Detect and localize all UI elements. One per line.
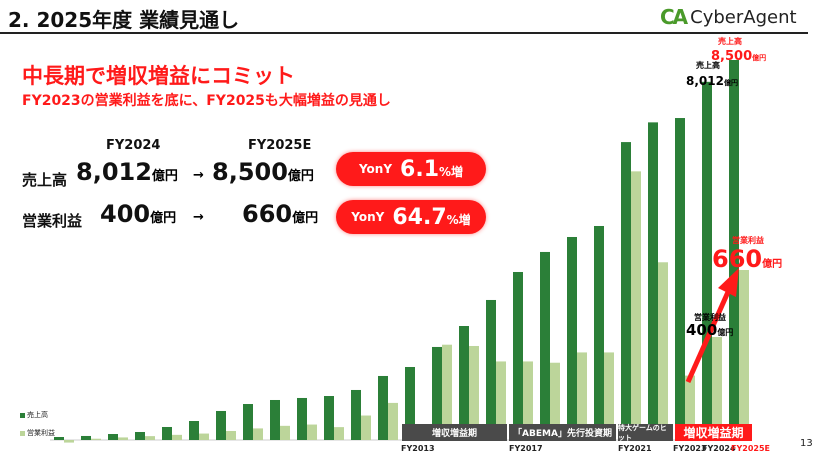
op-profit-bar bbox=[253, 428, 263, 440]
sales-bar bbox=[459, 326, 469, 440]
sales-bar bbox=[351, 389, 361, 440]
col-fy2025e: FY2025E bbox=[248, 138, 312, 153]
op-fy2024: 400億円 bbox=[100, 200, 177, 228]
sales-bar bbox=[702, 81, 712, 440]
op-profit-bar bbox=[307, 424, 317, 440]
op-profit-bar bbox=[145, 436, 155, 440]
op-profit-bar bbox=[496, 361, 506, 440]
op25-label: 営業利益 bbox=[732, 236, 764, 245]
op-profit-bar bbox=[469, 345, 479, 440]
sales-bar bbox=[297, 397, 307, 440]
op24-value: 400億円 bbox=[686, 321, 734, 339]
sales24-label: 売上高 bbox=[696, 61, 720, 70]
x-tick-label: FY2017 bbox=[509, 444, 543, 453]
sales-bar bbox=[648, 122, 658, 440]
arrow: → bbox=[193, 168, 204, 183]
sales-fy2025e: 8,500億円 bbox=[212, 158, 314, 186]
x-tick-label: FY2023 bbox=[673, 444, 707, 453]
x-tick-label: FY2024 bbox=[702, 444, 736, 453]
period-band: 「ABEMA」先行投資期 bbox=[509, 424, 616, 441]
sales25-value: 8,500億円 bbox=[711, 49, 767, 64]
op-profit-bar bbox=[604, 352, 614, 440]
sales-bar bbox=[324, 396, 334, 440]
sales-bar bbox=[162, 426, 172, 440]
sales24-value: 8,012億円 bbox=[686, 74, 738, 88]
op-yoy-badge: YonY 64.7%増 bbox=[336, 200, 486, 234]
x-tick-label: FY2025E bbox=[731, 444, 770, 453]
sales-bar bbox=[432, 346, 442, 440]
x-tick-label: FY2021 bbox=[618, 444, 652, 453]
col-fy2024: FY2024 bbox=[106, 138, 161, 153]
logo-mark: CA bbox=[660, 5, 688, 29]
page-title: 2. 2025年度 業績見通し bbox=[8, 8, 240, 32]
op-profit-bar bbox=[577, 352, 587, 440]
sales25-label: 売上高 bbox=[718, 37, 742, 46]
sales-bar bbox=[486, 299, 496, 440]
op-profit-bar bbox=[199, 433, 209, 440]
sales-bar bbox=[216, 410, 226, 440]
op-profit-bar bbox=[226, 430, 236, 440]
op-fy2025e: 660億円 bbox=[242, 200, 319, 228]
sales-bar bbox=[594, 225, 604, 440]
sales-bar bbox=[405, 366, 415, 440]
logo-text: CyberAgent bbox=[690, 6, 797, 28]
op24-label: 営業利益 bbox=[694, 313, 726, 322]
legend-sales: 売上高 bbox=[20, 410, 48, 420]
sales-bar bbox=[513, 271, 523, 440]
op-profit-bar bbox=[658, 262, 668, 440]
op-profit-bar bbox=[361, 415, 371, 440]
sales-bar bbox=[621, 142, 631, 440]
period-band: 特大ゲームのヒット bbox=[618, 424, 673, 442]
sales-bar bbox=[243, 404, 253, 440]
subheadline: FY2023の営業利益を底に、FY2025も大幅増益の見通し bbox=[22, 93, 391, 109]
legend-op: 営業利益 bbox=[20, 428, 55, 438]
sales-label: 売上高 bbox=[22, 171, 68, 189]
op-profit-bar bbox=[550, 362, 560, 440]
op-profit-bar bbox=[523, 361, 533, 440]
arrow-head bbox=[718, 268, 739, 297]
headline: 中長期で増収増益にコミット bbox=[22, 64, 295, 88]
op-profit-bar bbox=[388, 402, 398, 440]
op-profit-bar bbox=[91, 438, 101, 440]
page-number: 13 bbox=[800, 438, 813, 449]
sales-yoy-badge: YonY 6.1%増 bbox=[336, 152, 486, 186]
sales-bar bbox=[270, 399, 280, 440]
sales-bar bbox=[189, 421, 199, 440]
op-profit-bar bbox=[685, 375, 695, 440]
op-profit-bar bbox=[64, 440, 74, 443]
op-profit-bar bbox=[334, 427, 344, 440]
sales-fy2024: 8,012億円 bbox=[76, 158, 178, 186]
op-profit-bar bbox=[118, 437, 128, 440]
sales-bar bbox=[108, 434, 118, 440]
legend-swatch bbox=[20, 412, 25, 418]
sales-bar bbox=[378, 375, 388, 440]
op-profit-bar bbox=[631, 171, 641, 440]
sales-bar bbox=[729, 60, 739, 440]
op-label: 営業利益 bbox=[22, 212, 83, 230]
title-divider bbox=[0, 32, 808, 34]
sales-bar bbox=[54, 437, 64, 440]
op-profit-bar bbox=[280, 425, 290, 440]
op-profit-bar bbox=[739, 270, 749, 440]
op-profit-bar bbox=[172, 434, 182, 440]
period-band-current: 増収増益期 bbox=[675, 424, 752, 441]
cyberagent-logo: CA CyberAgent bbox=[660, 5, 797, 29]
sales-bar bbox=[567, 236, 577, 440]
op25-value: 660億円 bbox=[712, 245, 783, 273]
period-band: 増収増益期 bbox=[402, 424, 507, 441]
op-profit-bar bbox=[442, 344, 452, 440]
growth-arrow bbox=[685, 281, 735, 384]
sales-bar bbox=[135, 431, 145, 440]
x-tick-label: FY2013 bbox=[401, 444, 435, 453]
legend-swatch bbox=[20, 430, 25, 436]
arrow: → bbox=[193, 210, 204, 225]
op-profit-bar bbox=[712, 336, 722, 440]
sales-bar bbox=[540, 251, 550, 440]
sales-bar bbox=[81, 435, 91, 440]
sales-bar bbox=[675, 118, 685, 441]
